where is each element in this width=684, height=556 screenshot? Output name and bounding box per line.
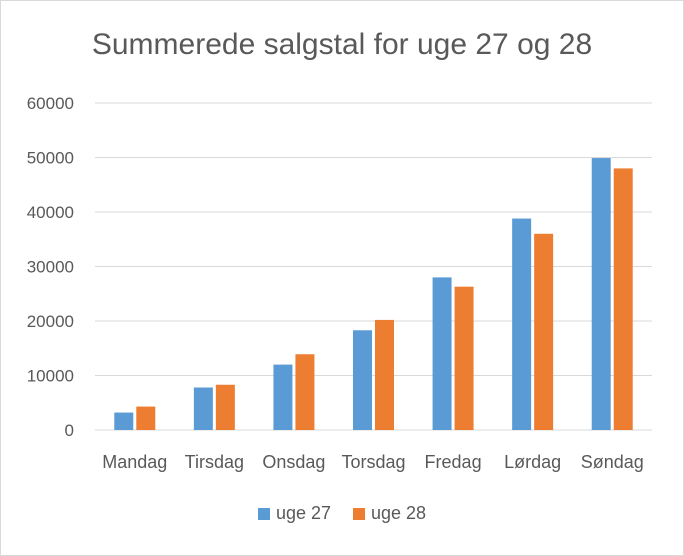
- x-category-label: Søndag: [581, 452, 644, 472]
- legend-swatch-uge-27: [257, 507, 270, 520]
- x-category-label: Lørdag: [504, 452, 561, 472]
- y-tick-label: 0: [65, 421, 74, 440]
- y-axis-tick-labels: 0 10000 20000 30000 40000 50000 60000: [27, 94, 74, 440]
- x-category-label: Onsdag: [262, 452, 325, 472]
- y-tick-label: 40000: [27, 203, 74, 222]
- bar-uge-28-søndag: [613, 168, 633, 430]
- x-category-label: Fredag: [425, 452, 482, 472]
- bar-uge-28-fredag: [454, 286, 474, 430]
- bars: [114, 158, 633, 431]
- legend-label-uge-27: uge 27: [275, 503, 331, 523]
- y-tick-label: 60000: [27, 94, 74, 113]
- bar-uge-28-mandag: [136, 406, 156, 430]
- x-axis-category-labels: Mandag Tirsdag Onsdag Torsdag Fredag Lørdag Sø…: [102, 452, 643, 472]
- y-tick-label: 10000: [27, 367, 74, 386]
- y-tick-label: 30000: [27, 258, 74, 277]
- gridlines: [95, 102, 652, 431]
- bar-uge-28-onsdag: [295, 354, 315, 430]
- bar-uge-28-torsdag: [375, 319, 394, 430]
- legend-item-uge-28: uge 28: [353, 503, 426, 524]
- bar-uge-27-søndag: [591, 158, 611, 431]
- y-tick-label: 50000: [27, 149, 74, 168]
- bar-uge-27-torsdag: [353, 330, 372, 430]
- x-category-label: Tirsdag: [185, 452, 244, 472]
- legend-swatch-uge-28: [353, 507, 365, 520]
- legend: uge 27 uge 28: [0, 503, 684, 524]
- bar-uge-27-onsdag: [273, 364, 293, 430]
- legend-label-uge-28: uge 28: [371, 503, 427, 523]
- bar-uge-27-fredag: [432, 277, 452, 430]
- x-category-label: Mandag: [102, 452, 167, 472]
- bar-uge-27-lørdag: [512, 218, 532, 430]
- x-category-label: Torsdag: [341, 452, 405, 472]
- bar-uge-28-lørdag: [534, 233, 554, 430]
- bar-uge-28-tirsdag: [215, 384, 235, 430]
- chart-title: Summerede salgstal for uge 27 og 28: [91, 28, 593, 61]
- y-tick-label: 20000: [27, 312, 74, 331]
- bar-uge-27-mandag: [114, 412, 134, 430]
- legend-item-uge-27: uge 27: [257, 503, 331, 524]
- bar-uge-27-tirsdag: [193, 387, 213, 430]
